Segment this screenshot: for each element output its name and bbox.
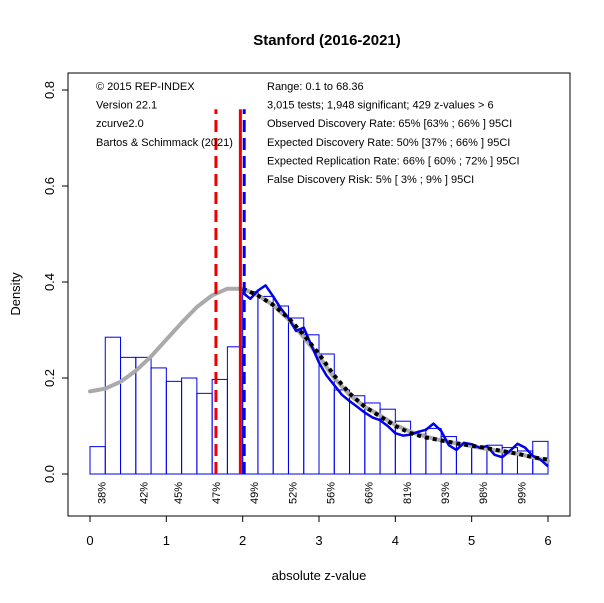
power-label: 47% (211, 482, 223, 504)
power-label: 56% (325, 482, 337, 504)
annotation-left-line: © 2015 REP-INDEX (96, 81, 195, 93)
x-tick-label: 1 (163, 533, 170, 548)
power-label: 52% (287, 482, 299, 504)
histogram-bar (165, 380, 183, 475)
annotation-right-line: 3,015 tests; 1,948 significant; 429 z-va… (267, 100, 494, 112)
x-tick-label: 4 (392, 533, 399, 548)
power-label: 98% (478, 482, 490, 504)
histogram-bar (135, 356, 152, 475)
histogram-bar (410, 433, 427, 475)
histogram-bar (150, 367, 167, 475)
annotation-right-line: Expected Discovery Rate: 50% [37% ; 66% … (267, 137, 510, 149)
grey-fit-curve (88, 286, 550, 463)
power-label: 42% (138, 482, 150, 504)
annotation-left-line: Bartos & Schimmack (2021) (96, 137, 233, 149)
x-tick-label: 6 (544, 533, 551, 548)
curves (88, 284, 550, 468)
annotation-left-line: Version 22.1 (96, 100, 157, 112)
annotation-right-line: False Discovery Risk: 5% [ 3% ; 9% ] 95C… (267, 174, 474, 186)
x-tick-label: 5 (468, 533, 475, 548)
power-label: 99% (516, 482, 528, 504)
histogram-bar (104, 336, 122, 475)
histogram-bar (287, 317, 305, 475)
power-label: 81% (402, 482, 414, 504)
y-tick-label: 0.8 (42, 81, 57, 99)
y-axis-label: Density (8, 272, 23, 316)
histogram-bar (333, 389, 351, 475)
power-labels: 38% 42% 45% 47% 49% 52% 56% 66% 81% 93% 98% 99% (96, 482, 528, 504)
annotations-left: © 2015 REP-INDEX Version 22.1 zcurve2.0 Bar… (96, 81, 233, 149)
power-label: 38% (96, 482, 108, 504)
annotation-left-line: zcurve2.0 (96, 118, 144, 130)
histogram-bar (89, 446, 106, 475)
annotation-right-line: Range: 0.1 to 68.36 (267, 81, 364, 93)
power-label: 66% (364, 482, 376, 504)
x-tick-label: 2 (239, 533, 246, 548)
density-curve (241, 284, 549, 468)
y-tick-label: 0.4 (42, 273, 57, 291)
power-label: 45% (173, 482, 185, 504)
y-tick-label: 0.6 (42, 177, 57, 195)
annotation-right-line: Expected Replication Rate: 66% [ 60% ; 7… (267, 155, 520, 167)
y-tick-label: 0.0 (42, 465, 57, 483)
vertical-lines (214, 109, 246, 474)
annotation-right-line: Observed Discovery Rate: 65% [63% ; 66% … (267, 118, 512, 130)
histogram-bar (181, 377, 198, 475)
power-label: 49% (249, 482, 261, 504)
annotations-right: Range: 0.1 to 68.36 3,015 tests; 1,948 si… (267, 81, 520, 186)
histogram-bar (272, 305, 289, 475)
histogram-bar (196, 392, 213, 475)
zcurve-fit-curve (241, 286, 549, 462)
histogram-bar (257, 295, 274, 475)
histogram (89, 291, 549, 475)
x-axis: 0 1 2 3 4 5 6 (86, 515, 552, 548)
y-tick-label: 0.2 (42, 369, 57, 387)
power-label: 93% (440, 482, 452, 504)
x-axis-label: absolute z-value (272, 568, 367, 583)
histogram-bar (211, 378, 228, 475)
chart-title: Stanford (2016-2021) (253, 32, 401, 49)
y-axis: 0.0 0.2 0.4 0.6 0.8 (42, 81, 69, 483)
x-tick-label: 3 (315, 533, 322, 548)
histogram-bar (471, 447, 488, 475)
x-tick-label: 0 (86, 533, 93, 548)
